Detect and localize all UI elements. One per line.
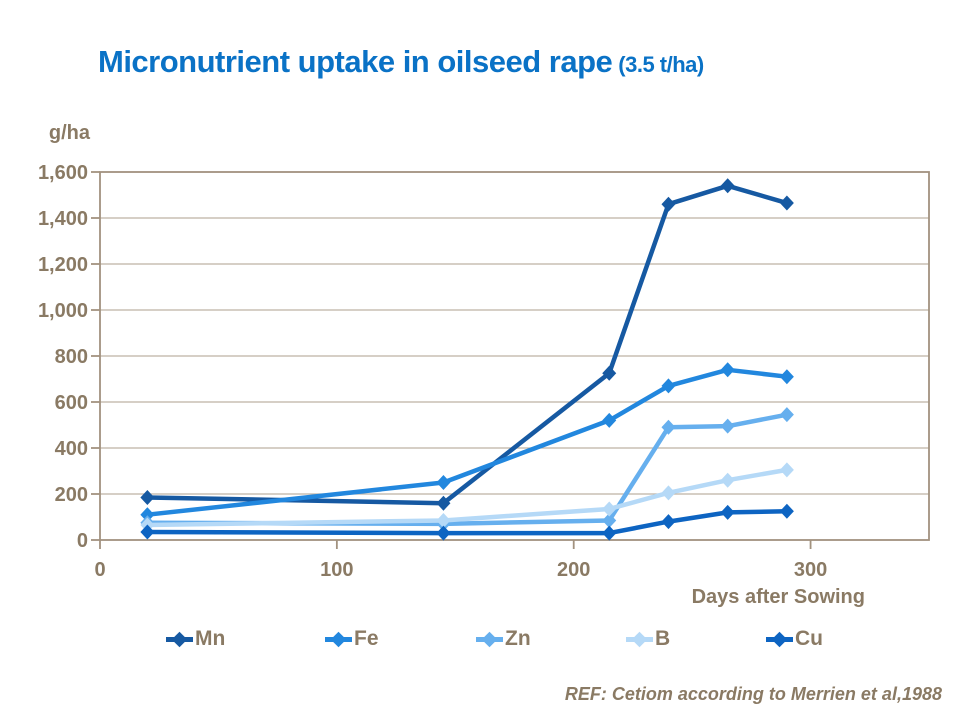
x-tick-label: 0 (94, 559, 105, 581)
legend-marker-diamond-icon (766, 631, 793, 648)
series-point-fe (602, 412, 617, 428)
series-point-fe (720, 362, 735, 378)
series-point-fe (779, 369, 794, 385)
series-point-zn (720, 418, 735, 434)
y-tick-label: 1,400 (38, 208, 88, 230)
series-point-b (436, 512, 451, 528)
series-point-zn (602, 512, 617, 528)
legend-item-cu: Cu (766, 626, 823, 652)
y-tick-label: 1,600 (38, 162, 88, 184)
legend-label: Zn (505, 627, 531, 650)
legend-item-b: B (626, 626, 670, 652)
series-point-b (720, 472, 735, 488)
series-line-cu (145, 509, 790, 536)
series-point-cu (720, 504, 735, 520)
series-point-mn (720, 178, 735, 194)
series-point-mn (779, 195, 794, 211)
series-point-cu (140, 524, 155, 540)
legend-marker-diamond-icon (626, 631, 653, 648)
legend-label: Fe (354, 627, 379, 650)
series-point-b (661, 485, 676, 501)
series-point-mn (436, 495, 451, 511)
y-tick-label: 400 (55, 438, 88, 460)
series-point-cu (661, 514, 676, 530)
series-point-mn (602, 365, 617, 381)
series-point-zn (661, 419, 676, 435)
y-tick-label: 200 (55, 484, 88, 506)
legend-item-mn: Mn (166, 626, 225, 652)
chart-title-main: Micronutrient uptake in oilseed rape (98, 44, 613, 79)
series-point-fe (661, 378, 676, 394)
series-point-cu (436, 525, 451, 541)
series-point-mn (140, 489, 155, 505)
legend-marker-diamond-icon (325, 631, 352, 648)
series-point-cu (779, 503, 794, 519)
y-tick-label: 600 (55, 392, 88, 414)
reference-note: REF: Cetiom according to Merrien et al,1… (564, 684, 942, 704)
series-point-zn (779, 407, 794, 423)
y-axis-title: g/ha (48, 122, 90, 144)
chart-title: Micronutrient uptake in oilseed rape (3.5… (98, 44, 704, 80)
series-line-mn (145, 183, 790, 506)
series-point-b (779, 462, 794, 478)
y-tick-label: 1,200 (38, 254, 88, 276)
legend-label: Cu (795, 627, 823, 650)
x-tick-label: 300 (794, 559, 827, 581)
legend-marker-diamond-icon (166, 631, 193, 648)
series-point-fe (436, 475, 451, 490)
legend: Mn Fe Zn B Cu (0, 626, 960, 656)
y-tick-label: 1,000 (38, 300, 88, 322)
series-line-b (145, 467, 790, 528)
x-tick-label: 100 (320, 559, 353, 581)
legend-item-fe: Fe (325, 626, 379, 652)
legend-item-zn: Zn (476, 626, 531, 652)
y-tick-label: 800 (55, 346, 88, 368)
x-axis-title: Days after Sowing (691, 586, 865, 608)
series-line-zn (145, 412, 790, 527)
legend-marker-diamond-icon (476, 631, 503, 648)
series-point-cu (602, 525, 617, 541)
series-point-fe (140, 507, 155, 523)
x-tick-label: 200 (557, 559, 590, 581)
series-point-mn (661, 196, 676, 212)
legend-label: Mn (195, 627, 226, 650)
y-tick-label: 0 (77, 530, 88, 552)
chart-title-suffix: (3.5 t/ha) (618, 52, 704, 77)
legend-label: B (655, 627, 671, 650)
series-point-b (602, 501, 617, 517)
series-line-fe (145, 367, 790, 517)
